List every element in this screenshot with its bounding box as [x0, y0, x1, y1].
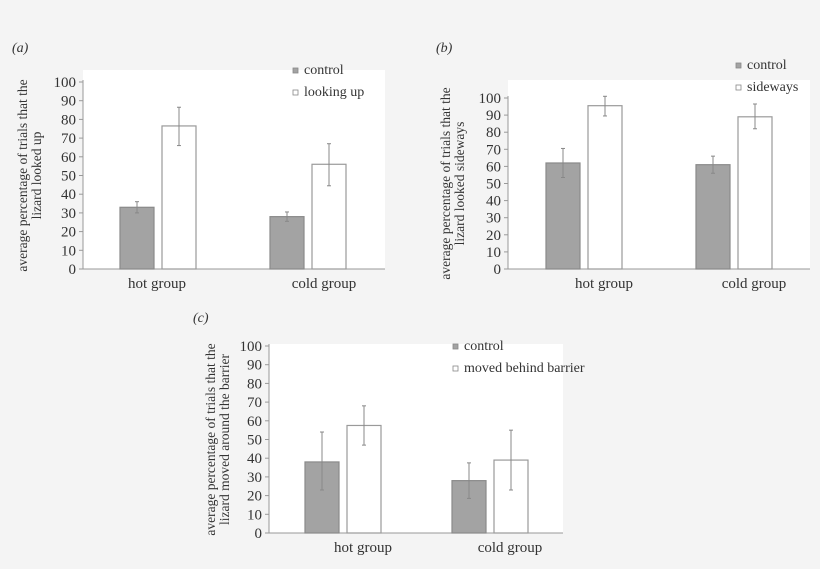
y-tick-label: 90 — [486, 108, 501, 124]
legend-swatch — [735, 62, 742, 69]
y-tick-label: 100 — [54, 75, 77, 91]
y-axis-label: lizard looked up — [29, 131, 44, 219]
y-tick-label: 20 — [486, 228, 501, 244]
panel-label: (b) — [436, 41, 453, 56]
y-tick-label: 20 — [247, 489, 262, 505]
x-tick-label: hot group — [128, 276, 186, 292]
y-tick-label: 10 — [61, 243, 76, 259]
legend-swatch — [452, 365, 459, 372]
y-axis-label: average percentage of trials that the — [203, 343, 218, 535]
legend-swatch — [292, 67, 299, 74]
bar-sideways — [737, 116, 773, 270]
legend-label: control — [747, 58, 787, 73]
y-tick-label: 10 — [486, 245, 501, 261]
legend-label: moved behind barrier — [464, 361, 585, 376]
x-tick-label: hot group — [575, 276, 633, 292]
y-tick-label: 100 — [479, 91, 502, 107]
y-tick-label: 60 — [247, 414, 262, 430]
panel-label: (a) — [12, 41, 29, 56]
bar-control — [269, 216, 305, 270]
panel-label: (c) — [193, 311, 209, 326]
legend-label: looking up — [304, 85, 364, 100]
bar-looking-up — [161, 125, 197, 270]
y-tick-label: 70 — [61, 131, 76, 147]
y-tick-label: 70 — [247, 395, 262, 411]
bar-control — [119, 206, 155, 270]
chart-panel-c: (c) average percentage of trials that the… — [193, 311, 585, 556]
y-axis-label: lizard looked sideways — [452, 122, 467, 246]
y-tick-label: 0 — [494, 262, 502, 278]
chart-panel-b: (b) average percentage of trials that the… — [436, 41, 810, 292]
y-tick-label: 30 — [486, 211, 501, 227]
y-axis-label: average percentage of trials that the — [15, 79, 30, 271]
y-tick-label: 80 — [486, 125, 501, 141]
y-tick-label: 80 — [61, 112, 76, 128]
y-tick-label: 40 — [486, 194, 501, 210]
x-tick-label: cold group — [478, 540, 543, 556]
legend-swatch — [735, 84, 742, 91]
y-tick-label: 30 — [247, 470, 262, 486]
y-axis-label: average percentage of trials that the — [438, 87, 453, 279]
bar-sideways — [587, 105, 623, 270]
y-axis-label: lizard moved around the barrier — [217, 354, 232, 525]
y-tick-label: 50 — [486, 177, 501, 193]
legend-swatch — [292, 89, 299, 96]
legend-label: control — [464, 339, 504, 354]
x-tick-label: cold group — [292, 276, 357, 292]
y-tick-label: 90 — [61, 94, 76, 110]
y-tick-label: 60 — [61, 150, 76, 166]
y-tick-label: 50 — [247, 433, 262, 449]
legend-label: sideways — [747, 80, 798, 95]
y-tick-label: 90 — [247, 358, 262, 374]
y-tick-label: 60 — [486, 159, 501, 175]
x-tick-label: cold group — [722, 276, 787, 292]
legend-label: control — [304, 63, 344, 78]
y-tick-label: 50 — [61, 169, 76, 185]
y-tick-label: 10 — [247, 507, 262, 523]
y-tick-label: 40 — [247, 451, 262, 467]
y-tick-label: 30 — [61, 206, 76, 222]
bar-control — [695, 164, 731, 270]
x-tick-label: hot group — [334, 540, 392, 556]
bar-control — [545, 162, 581, 270]
chart-panel-a: (a) average percentage of trials that the… — [12, 41, 385, 292]
y-tick-label: 20 — [61, 225, 76, 241]
y-tick-label: 70 — [486, 142, 501, 158]
legend-swatch — [452, 343, 459, 350]
y-tick-label: 80 — [247, 376, 262, 392]
y-tick-label: 0 — [69, 262, 77, 278]
y-tick-label: 100 — [240, 339, 263, 355]
y-tick-label: 0 — [255, 526, 263, 542]
y-tick-label: 40 — [61, 187, 76, 203]
